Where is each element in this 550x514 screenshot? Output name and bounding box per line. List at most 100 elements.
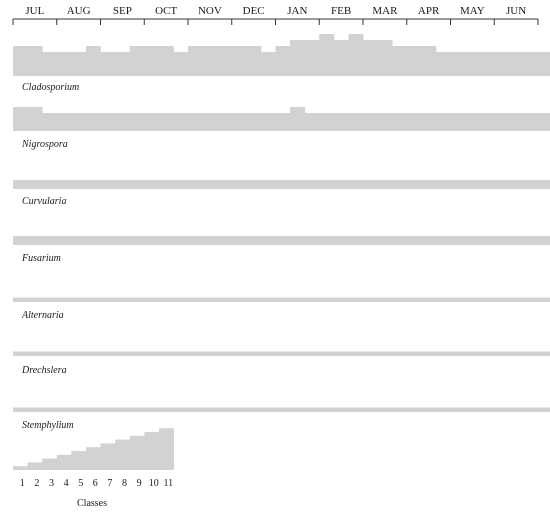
series-bar <box>508 407 524 412</box>
series-bar <box>363 297 378 302</box>
month-label-mar: MAR <box>372 5 398 17</box>
series-bar <box>333 407 349 412</box>
series-bar <box>377 297 393 302</box>
series-bar <box>333 297 349 302</box>
series-bar <box>188 180 203 189</box>
series-bar <box>348 180 364 189</box>
series-bar <box>129 297 145 302</box>
series-stemphylium: Stemphylium <box>13 407 550 431</box>
series-bar <box>479 407 495 412</box>
series-bar <box>246 46 262 76</box>
series-bar <box>202 236 218 245</box>
series-bar <box>85 180 101 189</box>
series-bar <box>158 351 174 356</box>
series-bar <box>508 236 524 245</box>
series-bar <box>348 297 364 302</box>
series-bar <box>435 407 451 412</box>
series-bar <box>479 351 495 356</box>
series-bar <box>188 297 203 302</box>
series-bar <box>348 407 364 412</box>
series-bar <box>421 407 437 412</box>
series-bar <box>304 297 320 302</box>
series-bar <box>421 297 437 302</box>
series-bar <box>421 46 437 76</box>
series-label-curvularia: Curvularia <box>22 196 66 207</box>
series-bar <box>27 107 43 131</box>
series-bar <box>260 52 276 76</box>
series-bar <box>319 34 335 76</box>
series-bar <box>202 297 218 302</box>
series-bar <box>115 236 131 245</box>
series-bar <box>319 297 335 302</box>
series-bar <box>144 113 160 131</box>
series-bar <box>202 46 218 76</box>
series-bar <box>421 113 437 131</box>
series-bar <box>290 40 306 76</box>
series-bar <box>538 351 550 356</box>
series-bar <box>144 180 160 189</box>
series-bar <box>479 52 495 76</box>
series-bar <box>231 297 247 302</box>
month-label-aug: AUG <box>67 5 91 17</box>
series-bar <box>13 180 28 189</box>
series-bar <box>56 236 72 245</box>
series-bar <box>435 52 451 76</box>
series-bar <box>13 407 28 412</box>
series-bar <box>173 52 189 76</box>
series-bar <box>71 236 87 245</box>
series-bar <box>319 407 335 412</box>
month-axis: JUL AUG SEP OCT NOV DEC JAN FEB MAR APR MAY JUN <box>12 5 539 25</box>
series-bar <box>56 297 72 302</box>
series-bar <box>290 236 306 245</box>
series-bar <box>202 180 218 189</box>
series-bar <box>188 351 203 356</box>
series-bar <box>144 46 160 76</box>
series-bar <box>363 40 378 76</box>
series-bar <box>538 236 550 245</box>
series-bar <box>71 407 87 412</box>
series-bar <box>406 236 422 245</box>
series-bar <box>304 351 320 356</box>
series-bar <box>333 113 349 131</box>
series-bar <box>406 351 422 356</box>
series-bar <box>377 180 393 189</box>
series-bar <box>231 46 247 76</box>
series-bar <box>71 52 87 76</box>
series-bar <box>508 113 524 131</box>
series-bar <box>71 297 87 302</box>
series-bar <box>56 351 72 356</box>
class-label: 3 <box>49 478 54 489</box>
series-bar <box>27 46 43 76</box>
series-bar <box>173 180 189 189</box>
series-fusarium: Fusarium <box>13 236 550 264</box>
series-bar <box>494 351 510 356</box>
series-bar <box>494 236 510 245</box>
series-bar <box>260 407 276 412</box>
series-bar <box>260 113 276 131</box>
series-bar <box>144 236 160 245</box>
series-bar <box>144 297 160 302</box>
series-bar <box>129 180 145 189</box>
series-bar <box>13 297 28 302</box>
series-bar <box>42 407 58 412</box>
series-bar <box>435 113 451 131</box>
series-bar <box>523 297 539 302</box>
series-bar <box>173 351 189 356</box>
series-bar <box>523 180 539 189</box>
series-bar <box>435 180 451 189</box>
class-label: 4 <box>64 478 69 489</box>
series-bar <box>217 351 233 356</box>
series-bar <box>538 52 550 76</box>
class-bar <box>56 454 72 470</box>
series-bar <box>319 351 335 356</box>
legend-axis-title: Classes <box>77 498 107 509</box>
series-bar <box>523 407 539 412</box>
series-bar <box>217 297 233 302</box>
series-bar <box>202 113 218 131</box>
series-bar <box>333 236 349 245</box>
series-bar <box>246 297 262 302</box>
series-bar <box>42 297 58 302</box>
series-bar <box>71 351 87 356</box>
series-bar <box>479 180 495 189</box>
series-bar <box>173 407 189 412</box>
